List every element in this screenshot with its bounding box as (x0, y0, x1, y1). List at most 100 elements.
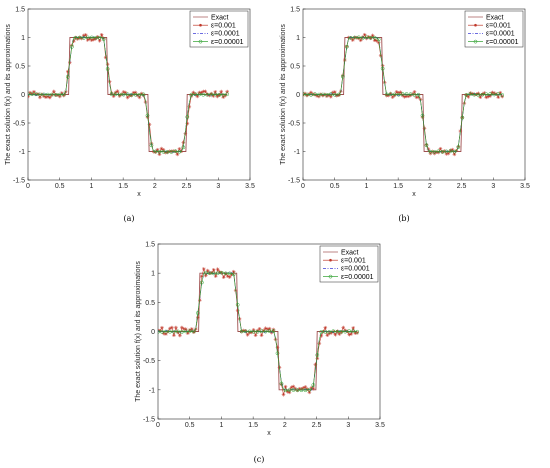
data-point-star (454, 148, 459, 153)
data-point-star (291, 384, 296, 389)
data-point-star (85, 38, 90, 42)
data-point-star (496, 95, 500, 99)
x-tick-label: 1.5 (118, 183, 128, 190)
x-tick-label: 3 (346, 422, 350, 429)
data-point-circle (287, 388, 292, 393)
data-point-star (289, 385, 294, 390)
data-point-star (157, 152, 162, 157)
data-point-star (466, 95, 471, 99)
legend-marker-star (474, 23, 477, 27)
data-point-star (190, 327, 194, 331)
data-point-circle (209, 92, 214, 97)
data-point-circle (488, 92, 493, 96)
data-point-star (350, 38, 355, 42)
data-point-star (317, 94, 321, 99)
data-point-circle (239, 329, 244, 334)
data-point-star (83, 33, 88, 37)
data-point-star (450, 147, 455, 152)
data-point-circle (356, 35, 361, 40)
data-point-circle (321, 92, 325, 97)
data-point-circle (303, 388, 308, 393)
data-point-circle (424, 143, 429, 148)
data-point-star (366, 35, 371, 39)
data-point-star (192, 330, 196, 334)
data-point-star (358, 38, 363, 43)
data-point-star (372, 38, 377, 43)
data-point-circle (125, 92, 130, 97)
data-point-star (472, 92, 477, 97)
data-point-star (243, 329, 248, 333)
data-point-star (215, 267, 220, 271)
x-tick-label: 3.5 (375, 422, 385, 429)
data-point-circle (416, 92, 421, 97)
data-point-circle (468, 92, 473, 96)
data-point-circle (347, 329, 352, 334)
data-point-star (315, 356, 320, 361)
y-tick-label: 1.5 (290, 7, 300, 14)
data-point-star (303, 385, 308, 389)
data-point-circle (213, 92, 218, 97)
data-point-circle (158, 329, 160, 334)
data-point-star (388, 91, 393, 96)
data-point-star (199, 90, 204, 95)
data-point-star (217, 93, 221, 97)
data-point-circle (464, 93, 469, 97)
data-point-circle (121, 92, 126, 97)
x-tick-label: 2 (153, 183, 157, 190)
data-point-circle (329, 92, 333, 96)
data-point-star (384, 93, 389, 98)
data-point-star (347, 332, 351, 337)
data-point-star (58, 94, 62, 99)
data-point-star (261, 328, 266, 333)
data-point-star (386, 93, 391, 98)
data-point-star (390, 95, 395, 99)
data-point-star (305, 387, 310, 391)
data-point-star (89, 38, 94, 42)
plot-series (28, 33, 230, 157)
data-point-star (303, 91, 307, 96)
data-point-circle (333, 92, 337, 97)
data-point-circle (145, 113, 150, 118)
data-point-star (203, 273, 208, 278)
data-point-circle (50, 92, 54, 97)
data-point-star (164, 332, 168, 336)
data-point-star (201, 89, 206, 94)
data-point-star (46, 94, 50, 99)
legend-label: ε=0.001 (486, 23, 511, 30)
data-point-star (444, 152, 449, 156)
data-point-star (356, 36, 361, 41)
data-point-circle (105, 67, 110, 71)
data-point-circle (137, 92, 142, 97)
data-point-star (181, 140, 186, 145)
data-point-star (221, 275, 226, 279)
panel-caption: (a) (123, 214, 134, 223)
x-tick-label: 1.5 (393, 183, 403, 190)
chart-panel-a: 0 0.5 1 1.5 2 2.5 3 3.5 -1.5 -1 -0.5 0 0.5 1 1.5 x The e… (5, 7, 255, 224)
data-point-star (147, 122, 152, 127)
data-point-circle (299, 388, 304, 393)
data-point-circle (215, 271, 220, 276)
data-point-star (219, 89, 223, 94)
data-point-star (165, 150, 170, 155)
data-point-star (353, 331, 357, 335)
data-point-star (283, 384, 288, 389)
data-point-circle (223, 271, 228, 276)
data-point-star (188, 328, 192, 332)
data-point-circle (348, 36, 353, 40)
data-point-circle (432, 150, 437, 154)
data-point-star (293, 386, 298, 391)
data-point-star (494, 92, 498, 96)
data-point-star (351, 326, 355, 330)
data-point-star (62, 93, 66, 98)
data-point-circle (259, 329, 264, 334)
y-tick-label: 0.5 (290, 64, 300, 71)
data-point-circle (360, 36, 365, 40)
data-point-circle (93, 35, 98, 40)
data-point-star (311, 386, 316, 391)
data-point-star (414, 95, 419, 100)
data-point-circle (275, 351, 280, 356)
data-point-star (131, 90, 136, 95)
data-point-star (187, 105, 192, 109)
data-point-star (44, 95, 48, 100)
data-point-circle (392, 92, 397, 97)
